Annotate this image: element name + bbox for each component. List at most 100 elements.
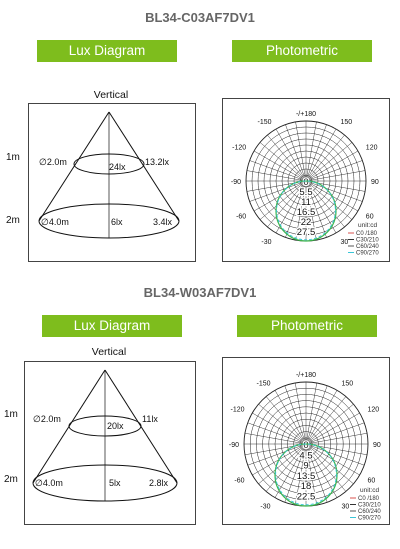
model-title: BL34-C03AF7DV1 — [145, 10, 255, 25]
polar-spoke — [305, 385, 328, 445]
polar-spoke — [275, 128, 307, 182]
polar-spoke — [258, 403, 307, 445]
far-ellipse — [38, 203, 180, 239]
near-center-lux: 20lx — [107, 421, 124, 431]
polar-angle-label: -/+180 — [296, 111, 316, 118]
polar-radial-value: 27.5 — [297, 227, 316, 238]
polar-spoke — [305, 180, 337, 234]
polar-spoke — [305, 180, 345, 228]
polar-spoke — [244, 433, 307, 445]
polar-spoke — [259, 180, 307, 220]
polar-angle-label: -150 — [257, 119, 271, 126]
polar-angle-label: 120 — [368, 407, 380, 414]
cone-left-edge — [38, 111, 110, 222]
polar-angle-label: 30 — [342, 504, 350, 511]
polar-spoke — [305, 180, 363, 202]
legend-entry: C0 /180 — [358, 496, 380, 502]
polar-spoke — [249, 180, 307, 202]
polar-spoke — [259, 142, 307, 182]
polar-spoke — [246, 170, 307, 182]
polar-angle-label: -120 — [230, 407, 244, 414]
polar-spoke — [252, 412, 307, 445]
distance-label-2m: 2m — [4, 474, 18, 485]
polar-angle-label: -60 — [236, 214, 246, 221]
legend-entry: C90/270 — [356, 251, 379, 257]
polar-angle-label: -30 — [261, 239, 271, 246]
polar-angle-label: -90 — [231, 179, 241, 186]
polar-spoke — [295, 443, 307, 506]
polar-angle-label: 150 — [342, 381, 354, 388]
polar-spoke — [305, 150, 359, 182]
polar-spoke — [258, 443, 307, 485]
polar-angle-label: -60 — [234, 478, 244, 485]
polar-angle-label: -90 — [229, 442, 239, 449]
polar-chart: -/+180-150 150-120 120-90 90-60 60-30 3005.51… — [231, 111, 379, 257]
polar-spoke — [284, 385, 307, 445]
polar-spoke — [305, 180, 353, 220]
lux-diagram-panel: ∅2.0m 20lx 11lx ∅4.0m 5lx 2.8lx — [24, 361, 196, 525]
far-diameter-label: ∅4.0m — [35, 478, 63, 488]
polar-radial-value: 22.5 — [297, 492, 316, 503]
polar-spoke — [305, 422, 365, 445]
polar-spoke — [305, 443, 338, 498]
polar-spoke — [305, 382, 317, 445]
polar-angle-label: 120 — [366, 145, 378, 152]
polar-angle-label: -120 — [232, 145, 246, 152]
legend-entry: C90/270 — [358, 516, 381, 522]
tab-photometric[interactable]: Photometric — [232, 40, 372, 62]
legend-entry: C0 /180 — [356, 231, 378, 237]
legend-entry: C60/240 — [358, 509, 381, 515]
polar-spoke — [274, 390, 307, 445]
polar-spoke — [305, 443, 328, 503]
far-center-lux: 5lx — [109, 478, 121, 488]
polar-spoke — [305, 128, 337, 182]
polar-spoke — [265, 443, 307, 492]
polar-spoke — [305, 180, 327, 238]
polar-angle-label: 90 — [373, 442, 381, 449]
polar-spoke — [285, 124, 307, 182]
polar-spoke — [305, 443, 365, 466]
photometric-panel: -/+180 -150 150 -120 120 -90 90 -60 60 -30 30 0 5.5 1… — [222, 98, 390, 262]
lux-heading-vertical: Vertical — [93, 89, 129, 101]
tab-lux-diagram[interactable]: Lux Diagram — [42, 315, 182, 337]
polar-spoke — [267, 134, 307, 182]
polar-spoke — [305, 124, 327, 182]
polar-spoke — [305, 142, 353, 182]
polar-radial-value: 0 — [303, 440, 308, 451]
polar-spoke — [305, 180, 317, 241]
near-ellipse — [73, 153, 145, 175]
polar-radial-value: 5.5 — [299, 187, 312, 198]
polar-angle-label: 150 — [341, 119, 353, 126]
polar-angle-label: -30 — [260, 504, 270, 511]
polar-radial-value: 0 — [303, 177, 308, 188]
polar-spoke — [305, 412, 360, 445]
polar-angle-label: 90 — [371, 179, 379, 186]
polar-spoke — [274, 443, 307, 498]
polar-radial-value: 22 — [301, 217, 312, 228]
legend-entry: C30/210 — [358, 503, 381, 509]
lux-cone-drawing — [32, 369, 178, 502]
polar-spoke — [305, 170, 366, 182]
polar-spoke — [305, 390, 338, 445]
near-ellipse — [68, 415, 142, 437]
photometric-panel: -/+180 -150 150 -120 120 -90 90 -60 60 -30 30 0 4.5 9… — [222, 357, 390, 525]
distance-label-1m: 1m — [6, 152, 20, 163]
polar-radial-value: 11 — [301, 197, 311, 208]
lux-heading-vertical: Vertical — [91, 346, 127, 358]
lux-cone-drawing — [38, 111, 180, 239]
tab-photometric[interactable]: Photometric — [237, 315, 377, 337]
polar-spoke — [265, 396, 307, 445]
near-center-lux: 24lx — [109, 162, 126, 172]
polar-spoke — [305, 396, 347, 445]
polar-spoke — [295, 382, 307, 445]
tab-lux-diagram[interactable]: Lux Diagram — [37, 40, 177, 62]
polar-angle-label: 30 — [341, 239, 349, 246]
near-edge-lux: 13.2lx — [145, 157, 170, 167]
cone-right-edge — [108, 111, 180, 222]
far-edge-lux: 2.8lx — [149, 478, 169, 488]
model-title: BL34-W03AF7DV1 — [143, 285, 257, 300]
polar-radial-value: 9 — [303, 461, 308, 472]
distance-label-1m: 1m — [4, 409, 18, 420]
polar-radial-value: 18 — [301, 481, 312, 492]
distance-label-2m: 2m — [6, 215, 20, 226]
